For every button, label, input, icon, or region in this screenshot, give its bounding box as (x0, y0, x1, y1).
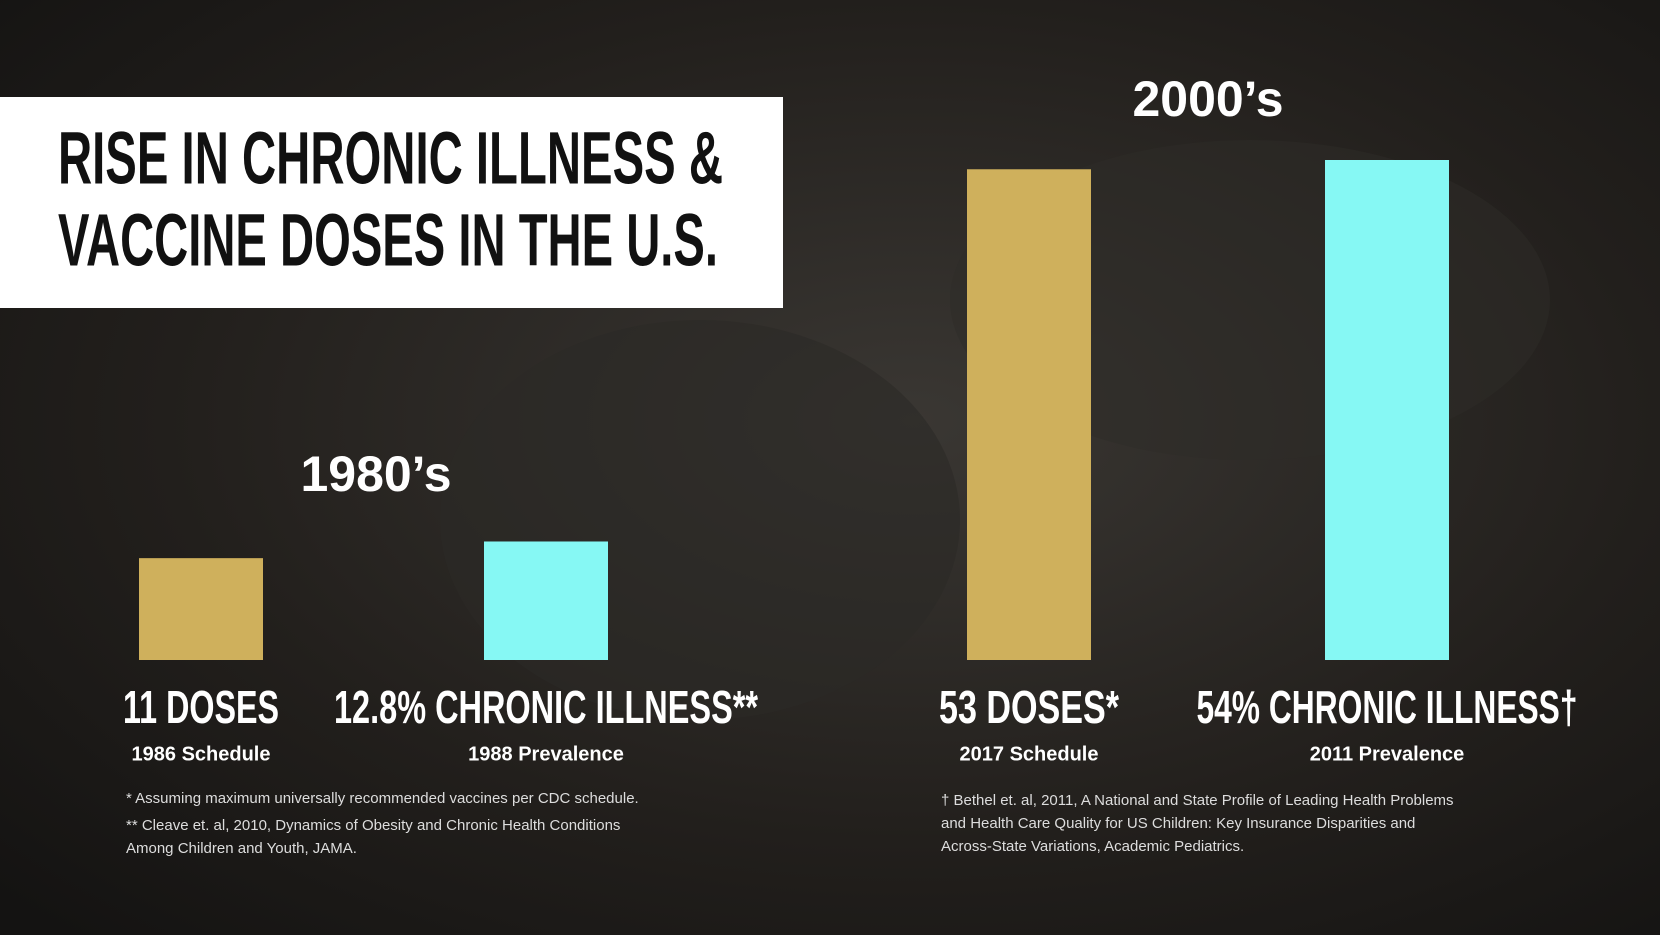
footnote: Among Children and Youth, JAMA. (126, 840, 357, 857)
category-label: 2011 Prevalence (1310, 743, 1465, 765)
bar (484, 541, 608, 660)
category-label: 1986 Schedule (132, 743, 271, 765)
bar (139, 558, 263, 660)
title-box (0, 97, 783, 308)
era-label: 1980’s (300, 446, 451, 502)
footnote: Across-State Variations, Academic Pediat… (941, 838, 1244, 855)
value-label: 12.8% CHRONIC ILLNESS** (334, 681, 758, 733)
era-label: 2000’s (1132, 71, 1283, 127)
footnote: † Bethel et. al, 2011, A National and St… (941, 792, 1454, 809)
chart-title: VACCINE DOSES IN THE U.S. (58, 199, 718, 282)
value-label: 11 DOSES (123, 681, 279, 733)
footnote: ** Cleave et. al, 2010, Dynamics of Obes… (126, 817, 620, 834)
chart-title: RISE IN CHRONIC ILLNESS & (58, 117, 723, 200)
bar (967, 169, 1091, 660)
footnote: * Assuming maximum universally recommend… (126, 790, 639, 807)
value-label: 54% CHRONIC ILLNESS† (1197, 681, 1578, 733)
footnote: and Health Care Quality for US Children:… (941, 815, 1415, 832)
category-label: 2017 Schedule (960, 743, 1099, 765)
bar (1325, 160, 1449, 660)
category-label: 1988 Prevalence (468, 743, 624, 765)
value-label: 53 DOSES* (939, 681, 1119, 733)
